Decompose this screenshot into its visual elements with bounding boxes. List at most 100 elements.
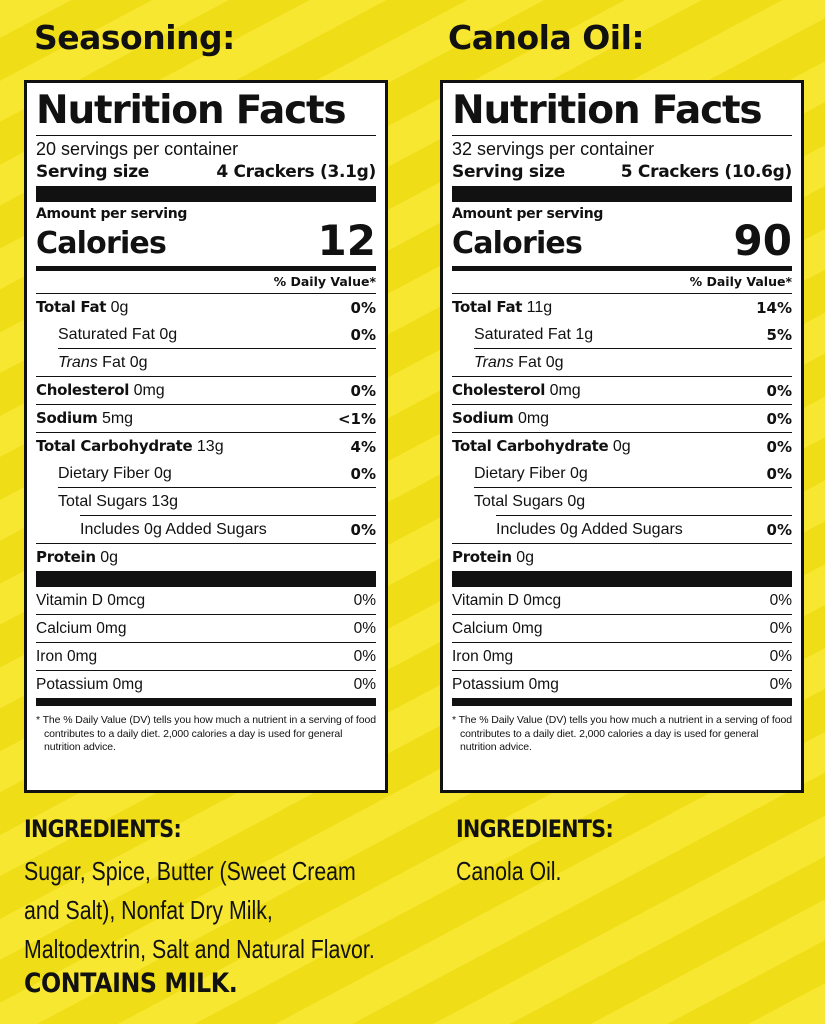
total-sugars-row: Total Sugars 13g — [36, 488, 376, 515]
total-carbohydrate-dv: 4% — [350, 437, 376, 456]
total-fat-dv: 14% — [756, 298, 792, 317]
cholesterol-label: Cholesterol — [452, 381, 546, 399]
vitamin-d-label: Vitamin D 0mcg — [36, 591, 146, 609]
partial-divider — [36, 487, 376, 488]
daily-value-footnote: * The % Daily Value (DV) tells you how m… — [36, 714, 376, 753]
cholesterol-amount: 0mg — [549, 382, 581, 399]
trans-fat-label: Fat 0g — [97, 353, 148, 371]
calcium-label: Calcium 0mg — [452, 619, 543, 637]
saturated-fat-dv: 5% — [766, 325, 792, 344]
vitamin-d-row: Vitamin D 0mcg 0% — [452, 587, 792, 614]
potassium-dv: 0% — [769, 675, 792, 693]
potassium-label: Potassium 0mg — [36, 675, 143, 693]
potassium-dv: 0% — [353, 675, 376, 693]
total-fat-amount: 11g — [526, 299, 553, 316]
sodium-label: Sodium — [452, 409, 514, 427]
potassium-row: Potassium 0mg 0% — [36, 670, 376, 698]
amount-per-serving: Amount per serving — [36, 206, 188, 222]
iron-label: Iron 0mg — [36, 647, 98, 665]
cholesterol-dv: 0% — [766, 381, 792, 400]
trans-fat-row: Trans Fat 0g — [36, 349, 376, 376]
nutrition-facts-title: Nutrition Facts — [36, 88, 347, 133]
thick-divider — [36, 571, 376, 587]
calcium-dv: 0% — [353, 619, 376, 637]
iron-dv: 0% — [353, 647, 376, 665]
calcium-label: Calcium 0mg — [36, 619, 127, 637]
added-sugars-label: Includes 0g Added Sugars — [496, 520, 683, 538]
saturated-fat-row: Saturated Fat 0g 0% — [36, 321, 376, 348]
serving-size-row: Serving size 4 Crackers (3.1g) — [36, 160, 376, 186]
iron-dv: 0% — [769, 647, 792, 665]
vitamin-d-label: Vitamin D 0mcg — [452, 591, 562, 609]
vitamin-d-dv: 0% — [769, 591, 792, 609]
protein-row: Protein 0g — [452, 543, 792, 571]
ingredients-text: Canola Oil. — [456, 856, 562, 886]
total-carbohydrate-label: Total Carbohydrate — [452, 437, 609, 455]
partial-divider — [452, 515, 792, 516]
total-carbohydrate-row: Total Carbohydrate 0g 0% — [452, 432, 792, 460]
total-carbohydrate-row: Total Carbohydrate 13g 4% — [36, 432, 376, 460]
medium-divider — [36, 698, 376, 706]
potassium-row: Potassium 0mg 0% — [452, 670, 792, 698]
total-sugars-label: Total Sugars 13g — [58, 492, 179, 510]
trans-fat-label: Fat 0g — [513, 353, 564, 371]
sodium-amount: 0mg — [517, 410, 550, 427]
thick-divider — [36, 186, 376, 202]
total-sugars-label: Total Sugars 0g — [474, 492, 586, 510]
serving-size-label: Serving size — [452, 162, 566, 182]
daily-value-footnote: * The % Daily Value (DV) tells you how m… — [452, 714, 792, 753]
total-carbohydrate-label: Total Carbohydrate — [36, 437, 193, 455]
medium-divider — [452, 698, 792, 706]
added-sugars-row: Includes 0g Added Sugars 0% — [452, 516, 792, 543]
vitamin-d-dv: 0% — [353, 591, 376, 609]
seasoning-nutrition-label: Nutrition Facts 20 servings per containe… — [24, 80, 388, 793]
dietary-fiber-label: Dietary Fiber 0g — [58, 464, 172, 482]
saturated-fat-dv: 0% — [350, 325, 376, 344]
dietary-fiber-row: Dietary Fiber 0g 0% — [452, 460, 792, 487]
potassium-label: Potassium 0mg — [452, 675, 559, 693]
protein-row: Protein 0g — [36, 543, 376, 571]
saturated-fat-row: Saturated Fat 1g 5% — [452, 321, 792, 348]
sodium-amount: 5mg — [101, 410, 134, 427]
protein-label: Protein — [36, 548, 96, 566]
calcium-row: Calcium 0mg 0% — [452, 614, 792, 642]
vitamin-d-row: Vitamin D 0mcg 0% — [36, 587, 376, 614]
canola-oil-heading: Canola Oil: — [448, 18, 645, 57]
added-sugars-dv: 0% — [350, 520, 376, 539]
partial-divider — [36, 348, 376, 349]
divider — [452, 135, 792, 136]
total-carbohydrate-dv: 0% — [766, 437, 792, 456]
partial-divider — [452, 487, 792, 488]
protein-label: Protein — [452, 548, 512, 566]
amount-per-serving: Amount per serving — [452, 206, 604, 222]
calories-row: Calories 12 — [36, 220, 376, 262]
calories-label: Calories — [36, 226, 167, 261]
total-carbohydrate-amount: 13g — [196, 438, 224, 455]
trans-fat-italic: Trans — [58, 353, 98, 371]
added-sugars-row: Includes 0g Added Sugars 0% — [36, 516, 376, 543]
sodium-dv: 0% — [766, 409, 792, 428]
trans-fat-italic: Trans — [474, 353, 514, 371]
ingredients-text: Sugar, Spice, Butter (Sweet Cream and Sa… — [24, 856, 375, 964]
dietary-fiber-dv: 0% — [766, 464, 792, 483]
calories-value: 90 — [733, 216, 792, 265]
dietary-fiber-row: Dietary Fiber 0g 0% — [36, 460, 376, 487]
sodium-label: Sodium — [36, 409, 98, 427]
nutrition-facts-title: Nutrition Facts — [452, 88, 763, 133]
divider — [36, 135, 376, 136]
cholesterol-label: Cholesterol — [36, 381, 130, 399]
calcium-row: Calcium 0mg 0% — [36, 614, 376, 642]
sodium-row: Sodium 0mg 0% — [452, 404, 792, 432]
iron-row: Iron 0mg 0% — [36, 642, 376, 670]
medium-divider — [452, 266, 792, 271]
calories-row: Calories 90 — [452, 216, 792, 265]
thick-divider — [452, 186, 792, 202]
ingredients-title: INGREDIENTS: — [456, 815, 614, 843]
dietary-fiber-label: Dietary Fiber 0g — [474, 464, 588, 482]
allergen-statement: CONTAINS MILK. — [24, 968, 238, 999]
serving-size-value: 5 Crackers (10.6g) — [620, 162, 793, 182]
protein-amount: 0g — [516, 549, 535, 566]
protein-amount: 0g — [100, 549, 119, 566]
daily-value-header: % Daily Value* — [273, 274, 376, 289]
total-fat-amount: 0g — [110, 299, 129, 316]
